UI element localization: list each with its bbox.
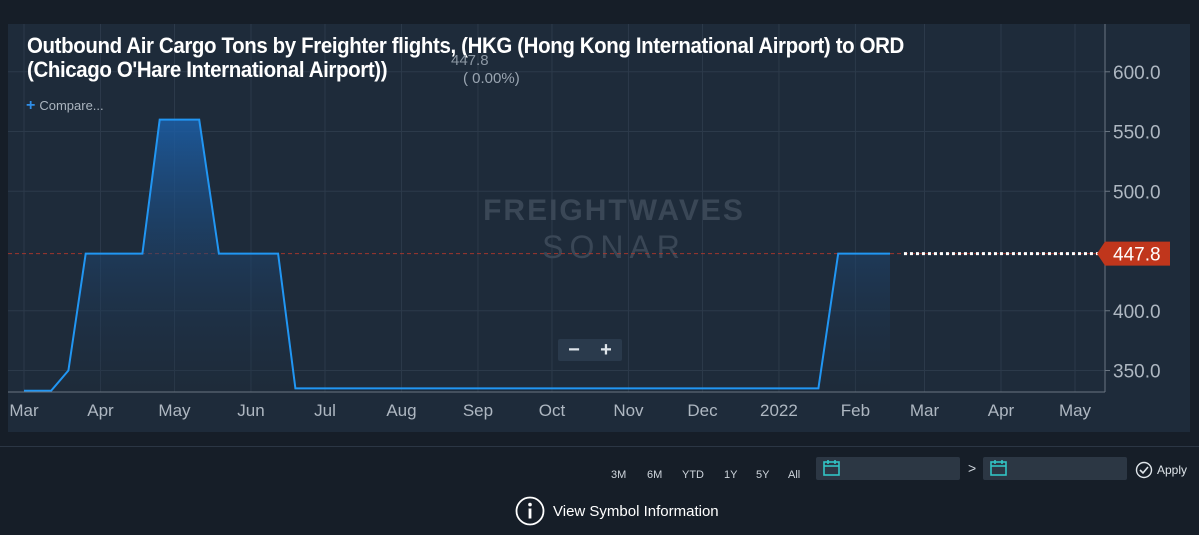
info-icon bbox=[515, 496, 545, 526]
current-value-tag bbox=[1097, 241, 1170, 266]
current-value-label: 447.8 bbox=[1113, 245, 1161, 266]
y-tick-label: 350.0 bbox=[1113, 361, 1161, 382]
x-tick-label: May bbox=[1059, 401, 1092, 420]
x-tick-label: Dec bbox=[687, 401, 718, 420]
x-tick-label: Nov bbox=[613, 401, 644, 420]
x-tick-label: 2022 bbox=[760, 401, 798, 420]
check-circle-icon bbox=[1135, 461, 1153, 479]
calendar-icon bbox=[823, 460, 840, 476]
apply-label: Apply bbox=[1157, 463, 1188, 477]
start-date-field[interactable] bbox=[816, 457, 960, 480]
watermark-line-2: SONAR bbox=[542, 229, 686, 265]
y-tick-label: 500.0 bbox=[1113, 182, 1161, 203]
calendar-icon bbox=[990, 460, 1007, 476]
zoom-out-button[interactable]: − bbox=[568, 339, 580, 361]
x-tick-label: May bbox=[158, 401, 191, 420]
compare-label: Compare... bbox=[39, 98, 104, 113]
range-ytd-button[interactable]: YTD bbox=[682, 469, 704, 481]
date-separator: > bbox=[968, 460, 977, 476]
apply-button[interactable]: Apply bbox=[1135, 459, 1187, 481]
x-tick-label: Aug bbox=[386, 401, 416, 420]
end-date-field[interactable] bbox=[983, 457, 1127, 480]
x-tick-label: Feb bbox=[841, 401, 870, 420]
chart-title: Outbound Air Cargo Tons by Freighter fli… bbox=[27, 33, 904, 82]
x-tick-label: Mar bbox=[9, 401, 39, 420]
y-tick-label: 400.0 bbox=[1113, 302, 1161, 323]
x-tick-label: Jun bbox=[237, 401, 264, 420]
chart-panel: FREIGHTWAVES SONAR 350.0 400.0 500.0 550.0 600… bbox=[8, 24, 1190, 432]
compare-button[interactable]: + Compare... bbox=[26, 97, 104, 115]
x-tick-label: Oct bbox=[539, 401, 566, 420]
series-line bbox=[24, 118, 890, 392]
series-area bbox=[24, 119, 890, 392]
plus-icon: + bbox=[26, 97, 36, 114]
last-value: 447.8 bbox=[451, 52, 489, 69]
x-tick-label: Mar bbox=[910, 401, 940, 420]
view-symbol-info-button[interactable]: View Symbol Information bbox=[515, 496, 719, 526]
x-tick-label: Apr bbox=[87, 401, 114, 420]
range-1y-button[interactable]: 1Y bbox=[724, 469, 738, 481]
x-tick-label: Apr bbox=[988, 401, 1015, 420]
zoom-controls: − + bbox=[558, 339, 622, 361]
watermark-line-1: FREIGHTWAVES bbox=[483, 194, 745, 227]
x-tick-label: Jul bbox=[314, 401, 336, 420]
zoom-in-button[interactable]: + bbox=[600, 339, 612, 361]
y-tick-label: 550.0 bbox=[1113, 123, 1161, 144]
x-tick-label: Sep bbox=[463, 401, 493, 420]
range-5y-button[interactable]: 5Y bbox=[756, 469, 770, 481]
range-6m-button[interactable]: 6M bbox=[647, 469, 663, 481]
range-3m-button[interactable]: 3M bbox=[611, 469, 627, 481]
y-tick-label: 600.0 bbox=[1113, 63, 1161, 84]
symbol-info-label: View Symbol Information bbox=[553, 502, 719, 520]
bottom-toolbar bbox=[0, 446, 1199, 489]
percent-change: ( 0.00%) bbox=[463, 70, 520, 87]
range-all-button[interactable]: All bbox=[788, 469, 801, 481]
